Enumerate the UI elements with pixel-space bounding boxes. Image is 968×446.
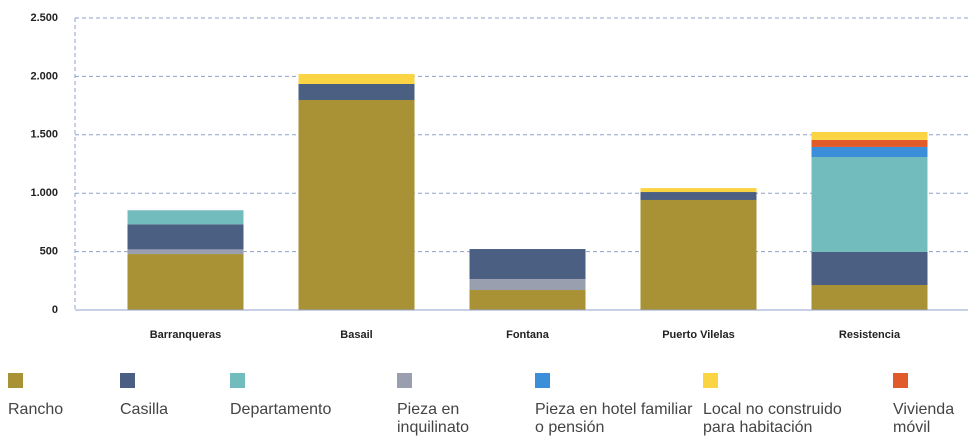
legend-label: Vivienda móvil [893,401,955,436]
bar-segment [640,188,757,193]
bar-segment [127,254,244,310]
bar-segment [811,131,928,140]
bar-segment [127,210,244,225]
bar-segment [127,224,244,250]
bar-segment [811,156,928,252]
legend-swatch [230,373,245,388]
bar-segment [640,192,757,200]
bar-segment [298,83,415,100]
legend-swatch [397,373,412,388]
y-tick-label: 2.000 [30,70,58,82]
y-tick-label: 0 [52,304,58,316]
x-tick-label: Puerto Vilelas [662,329,735,341]
x-tick-label: Fontana [506,329,550,341]
x-tick-label: Barranqueras [150,329,222,341]
bar-segment [469,279,586,291]
y-tick-label: 500 [40,246,58,258]
bar-segment [469,249,586,280]
y-tick-label: 2.500 [30,12,58,24]
legend-label: Pieza en hotel familiar o pensión [535,401,693,436]
legend-swatch [120,373,135,388]
bar-segment [811,146,928,157]
y-tick-label: 1.500 [30,129,58,141]
bar-segment [640,199,757,310]
x-tick-label: Resistencia [839,329,901,341]
bar-segment [127,249,244,255]
legend-label: Pieza en inquilinato [397,401,470,436]
bar-segment [811,139,928,147]
legend-swatch [703,373,718,388]
bar-segment [811,285,928,310]
chart: 0 500 1.000 1.500 2.000 2.500 Barranqueras Basa… [30,12,968,341]
legend-label: Rancho [8,401,64,418]
bar-segment [298,99,415,311]
x-tick-label: Basail [340,329,372,341]
bar-segment [469,290,586,310]
legend-label: Casilla [120,401,169,418]
bar-segment [811,251,928,286]
bar-segment [298,73,415,84]
legend-label: Departamento [230,401,332,418]
legend-swatch [535,373,550,388]
legend-swatch [8,373,23,388]
y-tick-label: 1.000 [30,187,58,199]
legend-swatch [893,373,908,388]
legend-label: Local no construido para habitación [703,401,842,436]
